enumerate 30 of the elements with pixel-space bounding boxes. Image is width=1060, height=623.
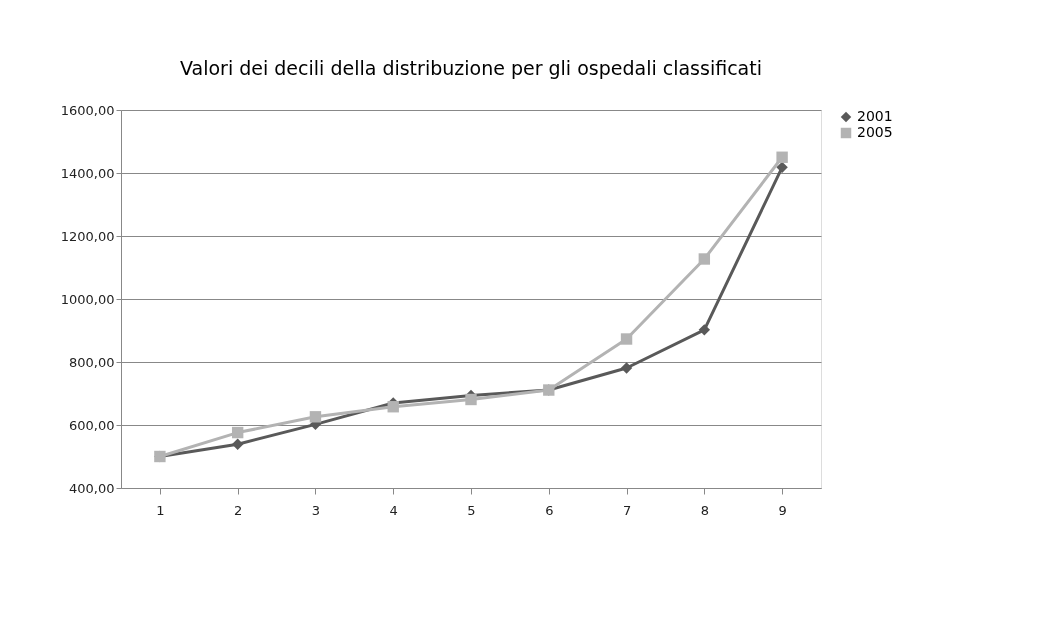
legend-label: 2005 <box>857 124 893 140</box>
x-tick-label: 7 <box>622 502 632 518</box>
point <box>231 426 244 439</box>
y-tick-label: 800,00 <box>69 354 115 370</box>
y-tick-label: 600,00 <box>69 417 115 433</box>
y-tick-label: 400,00 <box>69 480 115 496</box>
x-tick-label: 9 <box>778 502 787 518</box>
point <box>231 438 244 450</box>
chart-title: Valori dei decili della distribuzione per gli ospedali classificati <box>180 57 762 79</box>
point <box>620 362 633 374</box>
point <box>698 253 711 265</box>
point <box>776 151 788 163</box>
y-tick-label: 1400,00 <box>60 165 115 181</box>
point <box>309 411 322 423</box>
x-tick-label: 1 <box>156 502 165 518</box>
point <box>620 333 633 345</box>
y-tick-label: 1600,00 <box>60 102 115 118</box>
point <box>698 324 711 336</box>
point <box>387 401 399 413</box>
y-tick-label: 1200,00 <box>60 228 115 244</box>
point <box>465 393 477 406</box>
x-tick-label: 2 <box>234 502 243 518</box>
x-tick-label: 8 <box>700 502 709 518</box>
x-tick-label: 6 <box>545 502 554 518</box>
x-tick-label: 5 <box>467 502 476 518</box>
y-tick-label: 1000,00 <box>60 291 115 307</box>
point <box>776 161 788 174</box>
x-tick-label: 3 <box>311 502 321 518</box>
x-tick-label: 4 <box>389 502 398 518</box>
legend-label: 2001 <box>857 108 893 124</box>
